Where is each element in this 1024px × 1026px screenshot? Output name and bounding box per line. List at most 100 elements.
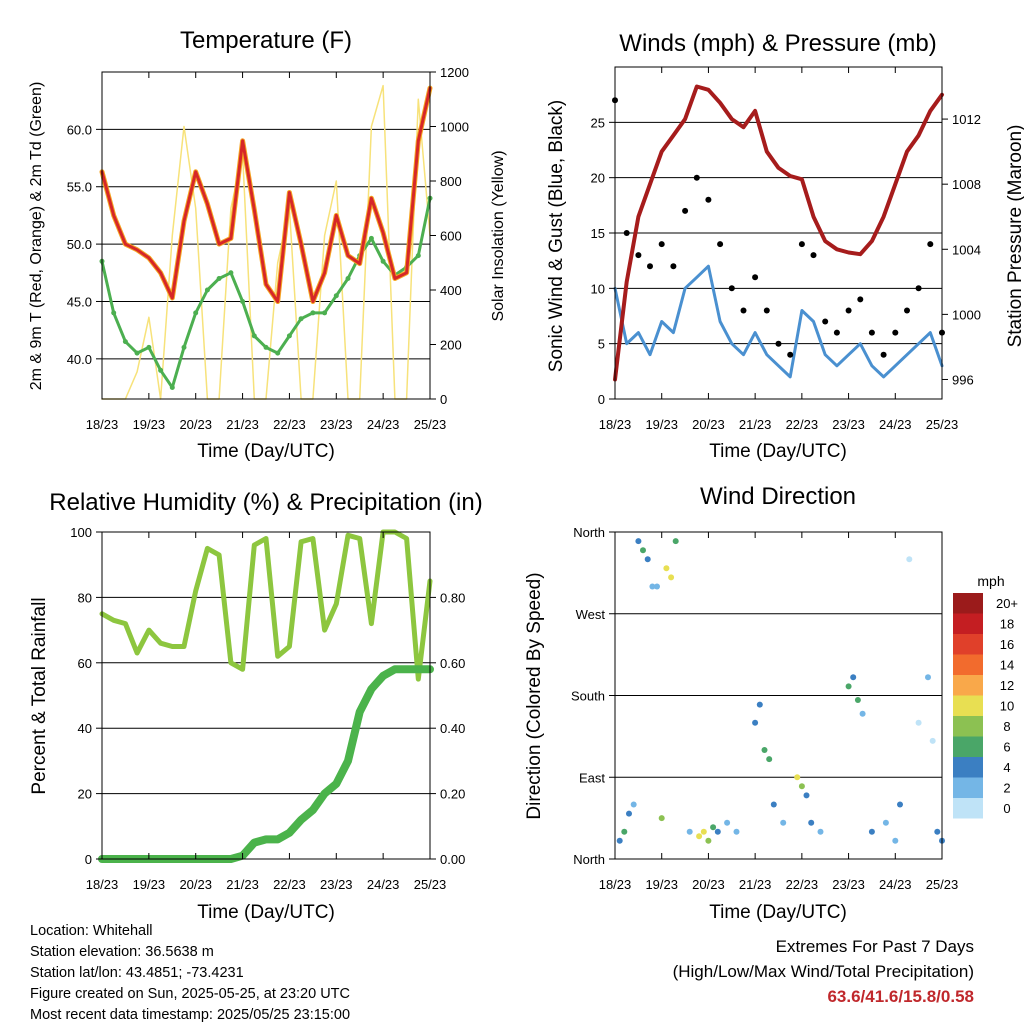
y2-tick-label: 0.20: [440, 787, 465, 802]
wind-direction-point: [803, 792, 810, 799]
relative-humidity-line: [99, 529, 433, 682]
legend-label: 10: [1000, 699, 1014, 714]
wind-direction-point: [714, 828, 721, 835]
wind-direction-point: [640, 547, 646, 554]
y-tick-label: 50.0: [67, 237, 92, 252]
wind-direction-point: [710, 824, 717, 831]
y2-tick-label: 0.80: [440, 590, 465, 605]
wind-gust-point: [623, 230, 630, 236]
y-tick-label: 55.0: [67, 180, 92, 195]
wind-gust-point: [892, 329, 899, 336]
wind-gust-point: [845, 307, 852, 314]
rh-series: [98, 529, 434, 863]
info-created: Figure created on Sun, 2025-05-25, at 23…: [30, 986, 350, 1002]
legend-label: 8: [1003, 719, 1010, 734]
wind-direction-point: [897, 801, 903, 808]
temperature-9m-line: [99, 85, 433, 304]
dewpoint-2m-point: [368, 235, 374, 241]
x-tick-label: 24/23: [367, 417, 400, 432]
rh-panel: Relative Humidity (%) & Precipitation (i…: [29, 489, 483, 923]
wind-direction-point: [752, 719, 759, 726]
wind-gust-point: [857, 296, 864, 303]
winddir-xlabel: Time (Day/UTC): [709, 902, 847, 923]
x-tick-label: 23/23: [832, 417, 865, 432]
wind-direction-point: [868, 828, 875, 835]
legend-swatch: [953, 675, 983, 696]
y2-tick-label: 1008: [952, 177, 981, 192]
wind-direction-point: [817, 828, 824, 835]
wind-gust-point: [728, 285, 735, 292]
winds-xlabel: Time (Day/UTC): [709, 441, 847, 462]
dewpoint-2m-point: [380, 258, 386, 264]
winds-series: [612, 84, 945, 382]
wind-direction-point: [798, 783, 805, 790]
wind-gust-point: [868, 329, 875, 336]
solar-ylabel: Solar Insolation (Yellow): [490, 150, 507, 321]
legend-swatch: [953, 593, 983, 614]
dewpoint-2m-point: [181, 344, 187, 350]
x-tick-label: 23/23: [832, 877, 865, 892]
wind-gust-point: [682, 207, 689, 214]
legend-label: 18: [1000, 617, 1014, 632]
wind-gust-point: [705, 196, 712, 203]
speed-legend: 20+ 18 16 14 12 10 8 6 4 2 0: [953, 593, 1018, 819]
winddir-ylabel: Direction (Colored By Speed): [524, 572, 545, 819]
x-tick-label: 21/23: [739, 877, 772, 892]
wind-direction-point: [644, 556, 651, 563]
y2-tick-label: 200: [440, 338, 462, 353]
info-location: Location: Whitehall: [30, 923, 153, 939]
wind-gust-point: [693, 174, 700, 181]
rh-ylabel: Percent & Total Rainfall: [29, 597, 50, 794]
y-tick-label: 45.0: [67, 294, 92, 309]
x-tick-label: 19/23: [645, 417, 678, 432]
wind-direction-point: [845, 683, 852, 690]
winds-panel: Winds (mph) & Pressure (mb) 0 5 10 15 20 25 9…: [546, 30, 1024, 462]
wind-direction-point: [766, 756, 773, 763]
dewpoint-2m-point: [286, 333, 292, 339]
wind-gust-point: [647, 263, 653, 270]
wind-direction-point: [808, 819, 815, 826]
wind-direction-point: [892, 837, 899, 844]
y-tick-label: 25: [591, 115, 605, 130]
x-tick-label: 19/23: [645, 877, 678, 892]
y-tick-label: 20: [591, 171, 605, 186]
x-tick-label: 22/23: [786, 877, 819, 892]
y2-tick-label: 0.60: [440, 656, 465, 671]
wind-gust-point: [810, 252, 817, 259]
wind-direction-point: [672, 538, 679, 545]
x-tick-label: 18/23: [86, 417, 119, 432]
dewpoint-2m-point: [146, 344, 152, 350]
wind-direction-point: [906, 556, 913, 563]
extremes-block: Extremes For Past 7 Days (High/Low/Max W…: [673, 934, 974, 1009]
wind-gust-point: [833, 329, 840, 336]
wind-gust-point: [904, 307, 910, 314]
extremes-values: 63.6/41.6/15.8/0.58: [827, 987, 974, 1006]
wind-direction-point: [761, 747, 768, 753]
winds-ylabel: Sonic Wind & Gust (Blue, Black): [546, 100, 567, 372]
legend-swatch: [953, 798, 983, 819]
y2-tick-label: 400: [440, 283, 462, 298]
y-tick-label: North: [573, 852, 605, 867]
dewpoint-2m-point: [251, 333, 257, 339]
wind-direction-point: [668, 574, 675, 581]
winds-title: Winds (mph) & Pressure (mb): [619, 30, 936, 57]
legend-label: 4: [1003, 760, 1010, 775]
wind-gust-point: [927, 241, 934, 248]
y-tick-label: 80: [78, 590, 92, 605]
y-tick-label: 40: [78, 721, 92, 736]
x-tick-label: 25/23: [414, 417, 447, 432]
x-tick-label: 18/23: [86, 877, 119, 892]
y-tick-label: 0: [85, 852, 92, 867]
x-tick-label: 20/23: [692, 877, 725, 892]
rh-title: Relative Humidity (%) & Precipitation (i…: [49, 489, 482, 516]
y-tick-label: 40.0: [67, 352, 92, 367]
wind-direction-point: [621, 828, 628, 835]
x-tick-label: 23/23: [320, 877, 353, 892]
wind-direction-point: [925, 674, 931, 681]
legend-swatch: [953, 757, 983, 778]
temperature-panel: Temperature (F) 40.0 45.0 50.0 55.0 60.0 0 20…: [28, 27, 507, 462]
wind-direction-point: [663, 565, 670, 572]
dewpoint-2m-point: [204, 287, 210, 293]
wind-direction-point: [649, 583, 656, 590]
